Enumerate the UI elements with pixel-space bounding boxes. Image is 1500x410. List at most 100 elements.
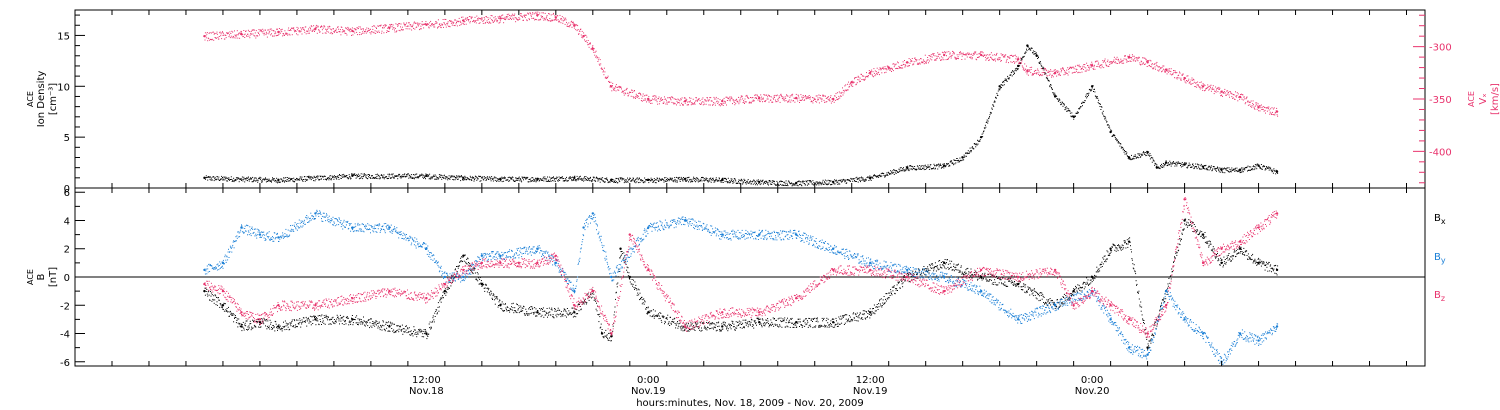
vx-sample xyxy=(1083,64,1085,66)
vx-sample xyxy=(885,71,887,73)
vx-sample xyxy=(688,104,689,106)
vx-sample xyxy=(566,25,568,27)
vx-sample xyxy=(317,25,319,27)
density-sample xyxy=(694,178,696,180)
vx-sample xyxy=(1138,57,1140,59)
density-sample xyxy=(237,177,239,178)
vx-sample xyxy=(714,104,716,106)
density-sample xyxy=(399,173,401,175)
vx-sample xyxy=(513,15,515,17)
vx-sample xyxy=(464,21,466,23)
vx-sample xyxy=(442,23,444,25)
vx-sample xyxy=(351,27,353,29)
density-sample xyxy=(839,183,841,185)
vx-sample xyxy=(1056,75,1058,77)
vx-sample xyxy=(1206,87,1208,89)
vx-sample xyxy=(616,87,618,88)
vx-sample xyxy=(719,104,720,106)
vx-sample xyxy=(1053,73,1055,75)
vx-sample xyxy=(835,93,837,95)
vx-sample xyxy=(1106,65,1108,67)
density-sample xyxy=(638,178,640,180)
density-sample xyxy=(331,175,333,177)
density-sample xyxy=(769,181,771,183)
density-sample xyxy=(686,177,688,179)
vx-sample xyxy=(257,35,259,37)
vx-sample xyxy=(1109,64,1111,65)
density-sample xyxy=(916,169,918,170)
vx-sample xyxy=(479,18,481,20)
vx-sample xyxy=(309,26,311,28)
vx-sample xyxy=(1234,99,1236,100)
density-sample xyxy=(489,176,491,178)
vx-sample xyxy=(959,51,961,53)
density-sample xyxy=(856,179,858,180)
vx-sample xyxy=(500,15,502,17)
vx-sample xyxy=(386,32,388,33)
density-sample xyxy=(1275,173,1277,175)
density-sample xyxy=(669,179,671,181)
density-sample xyxy=(508,176,510,178)
density-sample xyxy=(862,178,864,180)
vx-sample xyxy=(241,31,242,33)
density-sample xyxy=(880,173,882,175)
density-sample xyxy=(1076,111,1078,113)
vx-sample xyxy=(429,25,431,27)
vx-sample xyxy=(511,18,512,20)
vx-sample xyxy=(872,75,874,77)
vx-sample xyxy=(357,34,358,36)
vx-sample xyxy=(890,67,892,69)
vx-sample xyxy=(269,30,271,32)
vx-sample xyxy=(588,43,590,45)
vx-sample xyxy=(954,56,956,58)
vx-sample xyxy=(1221,90,1223,92)
density-sample xyxy=(218,176,220,178)
density-sample xyxy=(432,175,434,177)
density-sample xyxy=(259,177,260,179)
density-sample xyxy=(486,177,488,179)
vx-sample xyxy=(566,23,568,25)
vx-sample xyxy=(496,21,498,23)
vx-sample xyxy=(594,54,596,56)
density-sample xyxy=(1252,166,1254,168)
density-sample xyxy=(754,181,756,182)
density-sample xyxy=(680,178,682,180)
vx-sample xyxy=(505,18,507,20)
vx-sample xyxy=(1249,104,1251,106)
vx-sample xyxy=(965,53,966,55)
density-sample xyxy=(348,177,350,179)
density-sample xyxy=(1248,166,1250,168)
density-sample xyxy=(466,179,468,180)
density-sample xyxy=(547,180,549,182)
density-sample xyxy=(609,179,611,181)
vx-sample xyxy=(305,33,307,35)
density-sample xyxy=(574,175,576,177)
density-sample xyxy=(998,88,1000,90)
density-sample xyxy=(909,168,911,170)
vx-sample xyxy=(1188,78,1190,80)
density-sample xyxy=(723,179,725,181)
density-sample xyxy=(439,176,441,178)
vx-sample xyxy=(568,26,570,28)
density-sample xyxy=(556,176,558,178)
vx-sample xyxy=(1174,77,1175,79)
vx-sample xyxy=(807,97,809,99)
vx-sample xyxy=(1047,70,1049,72)
vx-sample xyxy=(354,32,356,34)
density-sample xyxy=(464,178,466,180)
vx-sample xyxy=(821,100,823,102)
vx-sample xyxy=(1180,79,1182,81)
density-sample xyxy=(761,181,763,183)
density-sample xyxy=(285,177,287,178)
vx-sample xyxy=(526,19,528,21)
vx-point xyxy=(721,99,724,103)
vx-sample xyxy=(1272,111,1273,113)
density-sample xyxy=(476,179,478,181)
vx-sample xyxy=(735,99,737,101)
vx-sample xyxy=(1115,62,1117,64)
vx-sample xyxy=(447,21,449,23)
vx-sample xyxy=(521,15,523,17)
density-sample xyxy=(1134,155,1136,157)
vx-sample xyxy=(608,80,610,82)
vx-sample xyxy=(951,54,953,56)
